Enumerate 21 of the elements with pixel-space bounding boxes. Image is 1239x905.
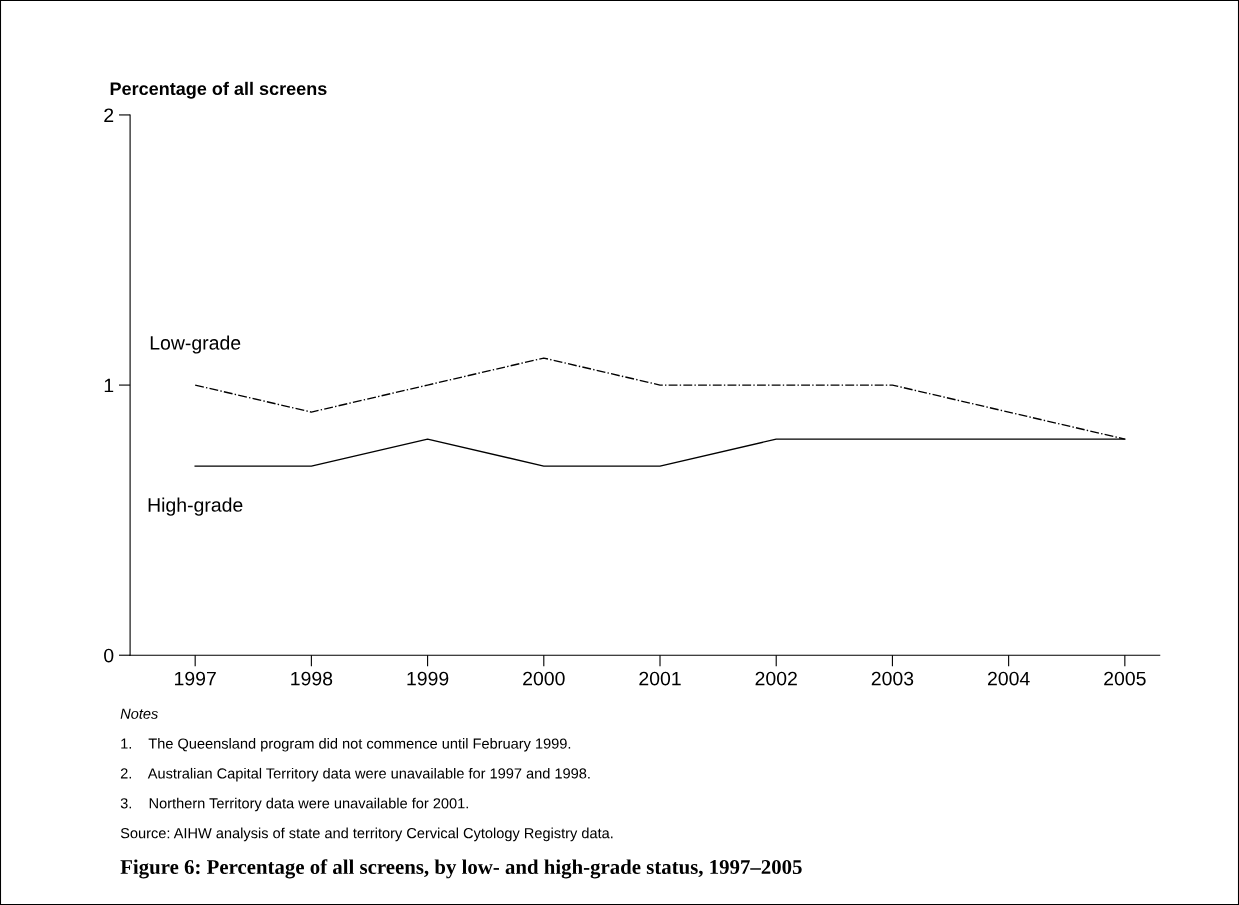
text: Figure 6: Percentage of all screens, by low- and high-grade status, 1997–2005: [120, 859, 802, 879]
x-tick-label: 1998: [291, 671, 333, 686]
series-label: High-grade: [148, 497, 243, 516]
y-tick-label: 0: [104, 648, 114, 663]
text: Notes: [120, 708, 158, 719]
x-tick-label: 2004: [987, 671, 1030, 686]
x-tick-label: 2001: [639, 671, 681, 686]
y-axis-title: Percentage of all screens: [110, 81, 327, 99]
x-tick-label: 2003: [871, 671, 914, 686]
x-tick-label: 1997: [175, 671, 216, 686]
text: 2. Australian Capital Territory data were unavailable for 1997 and 1998.: [120, 767, 590, 782]
x-tick-label: 2005: [1104, 671, 1146, 686]
x-tick-label: 1999: [407, 671, 449, 686]
x-tick-label: 2002: [755, 671, 797, 686]
x-tick-label: 2000: [523, 671, 565, 686]
source-note: Source: AIHW analysis of state and territory Cervical Cytology Registry data.: [120, 827, 613, 842]
y-tick-label: 2: [104, 108, 114, 122]
text: 1. The Queensland program did not commence until February 1999.: [121, 738, 571, 752]
text: Low-grade: [150, 335, 241, 354]
y-tick-label: 1: [104, 378, 114, 393]
text: 3. Northern Territory data were unavailable for 2001.: [120, 797, 468, 812]
